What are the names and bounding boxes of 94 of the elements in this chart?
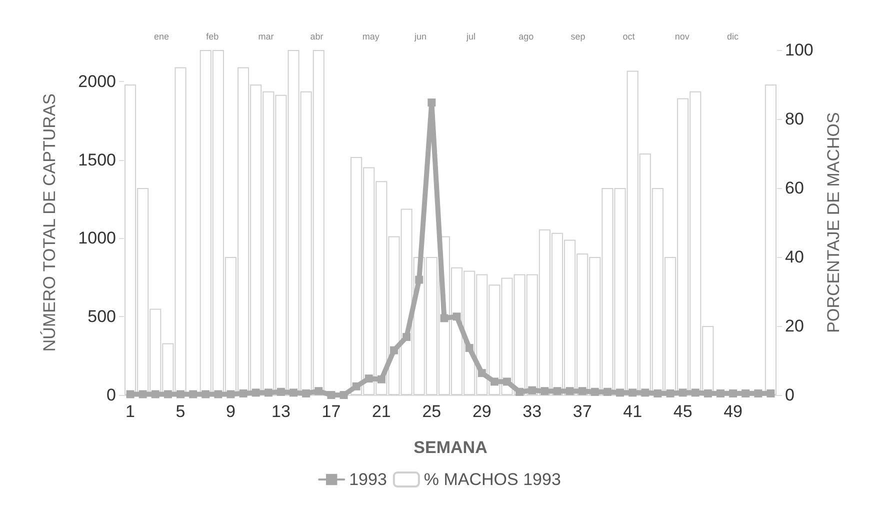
x-tick-label: 17 — [322, 402, 341, 421]
point — [704, 389, 712, 398]
point — [151, 390, 160, 398]
point — [716, 389, 724, 398]
point — [590, 388, 599, 396]
point — [678, 388, 687, 397]
text: oct — [622, 32, 636, 42]
point — [766, 389, 775, 398]
point — [364, 374, 373, 383]
legend-label: 1993 — [349, 470, 387, 489]
point — [490, 378, 498, 386]
y2-tick-label: 20 — [785, 316, 804, 336]
point — [578, 387, 586, 396]
point — [465, 344, 474, 352]
x-tick-label: 33 — [522, 402, 542, 421]
y2-tick-label: 0 — [785, 386, 794, 404]
x-tick-label: 45 — [673, 402, 692, 421]
point — [239, 389, 248, 398]
point — [138, 390, 147, 398]
point — [390, 346, 398, 354]
point — [540, 387, 549, 396]
point — [742, 389, 750, 398]
point — [452, 312, 461, 321]
x-tick-label: 9 — [226, 402, 236, 421]
y2-tick-label: 80 — [785, 110, 804, 128]
point — [314, 387, 323, 396]
point — [553, 387, 562, 396]
point — [290, 388, 298, 397]
point — [666, 389, 674, 398]
y-tick-label: 2000 — [78, 72, 116, 91]
text: sep — [570, 32, 586, 42]
point — [264, 388, 272, 397]
x-tick-label: 41 — [623, 402, 642, 421]
x-tick-label: 29 — [472, 402, 492, 421]
point — [276, 388, 285, 396]
text: mar — [258, 32, 274, 42]
point — [729, 389, 738, 398]
x-tick-label: 13 — [272, 402, 290, 421]
point — [628, 388, 637, 397]
text: may — [362, 32, 380, 42]
x-tick-label: 25 — [422, 402, 442, 421]
x-tick-label: 49 — [724, 402, 743, 421]
point — [252, 388, 260, 397]
point — [528, 386, 536, 394]
text: nov — [674, 32, 690, 42]
point — [352, 382, 360, 390]
legend-label: % MACHOS 1993 — [424, 470, 561, 489]
point — [603, 388, 612, 396]
text: feb — [206, 32, 219, 42]
point — [503, 378, 512, 386]
point — [189, 390, 198, 398]
point — [478, 369, 486, 378]
y-tick-label: 1000 — [78, 228, 116, 248]
point — [202, 390, 210, 398]
text: jul — [466, 32, 476, 42]
point — [402, 332, 411, 341]
text: ene — [154, 32, 170, 42]
y-tick-label: 0 — [106, 386, 116, 404]
point — [415, 276, 424, 284]
text: dic — [726, 32, 739, 42]
x-tick-label: 21 — [372, 402, 391, 421]
point — [327, 391, 336, 399]
point — [214, 390, 222, 398]
text: ago — [518, 32, 534, 42]
y-axis-title: NÚMERO TOTAL DE CAPTURAS — [40, 93, 59, 352]
point — [691, 388, 700, 397]
point — [340, 391, 348, 399]
point — [616, 388, 624, 397]
point — [164, 390, 172, 398]
y2-tick-label: 100 — [785, 40, 814, 60]
point — [754, 389, 762, 398]
text: jun — [413, 32, 426, 42]
point — [377, 375, 386, 384]
point — [176, 390, 185, 398]
x-tick-label: 1 — [126, 402, 136, 421]
point — [566, 387, 574, 396]
y-tick-label: 1500 — [78, 150, 116, 170]
x-tick-label: 37 — [572, 402, 592, 421]
point — [654, 389, 662, 398]
point — [428, 98, 436, 107]
x-tick-label: 5 — [176, 402, 186, 421]
point — [641, 388, 650, 397]
y2-tick-label: 60 — [785, 178, 804, 198]
text: abr — [310, 32, 324, 42]
point — [126, 390, 134, 398]
point — [440, 314, 448, 322]
point — [226, 390, 235, 398]
y2-tick-label: 40 — [785, 248, 804, 266]
y2-axis-title: PORCENTAJE DE MACHOS — [824, 112, 843, 333]
point — [516, 388, 524, 396]
x-axis-title: SEMANA — [414, 438, 488, 457]
bar — [764, 84, 776, 395]
point — [302, 389, 310, 398]
y-tick-label: 500 — [88, 307, 116, 326]
